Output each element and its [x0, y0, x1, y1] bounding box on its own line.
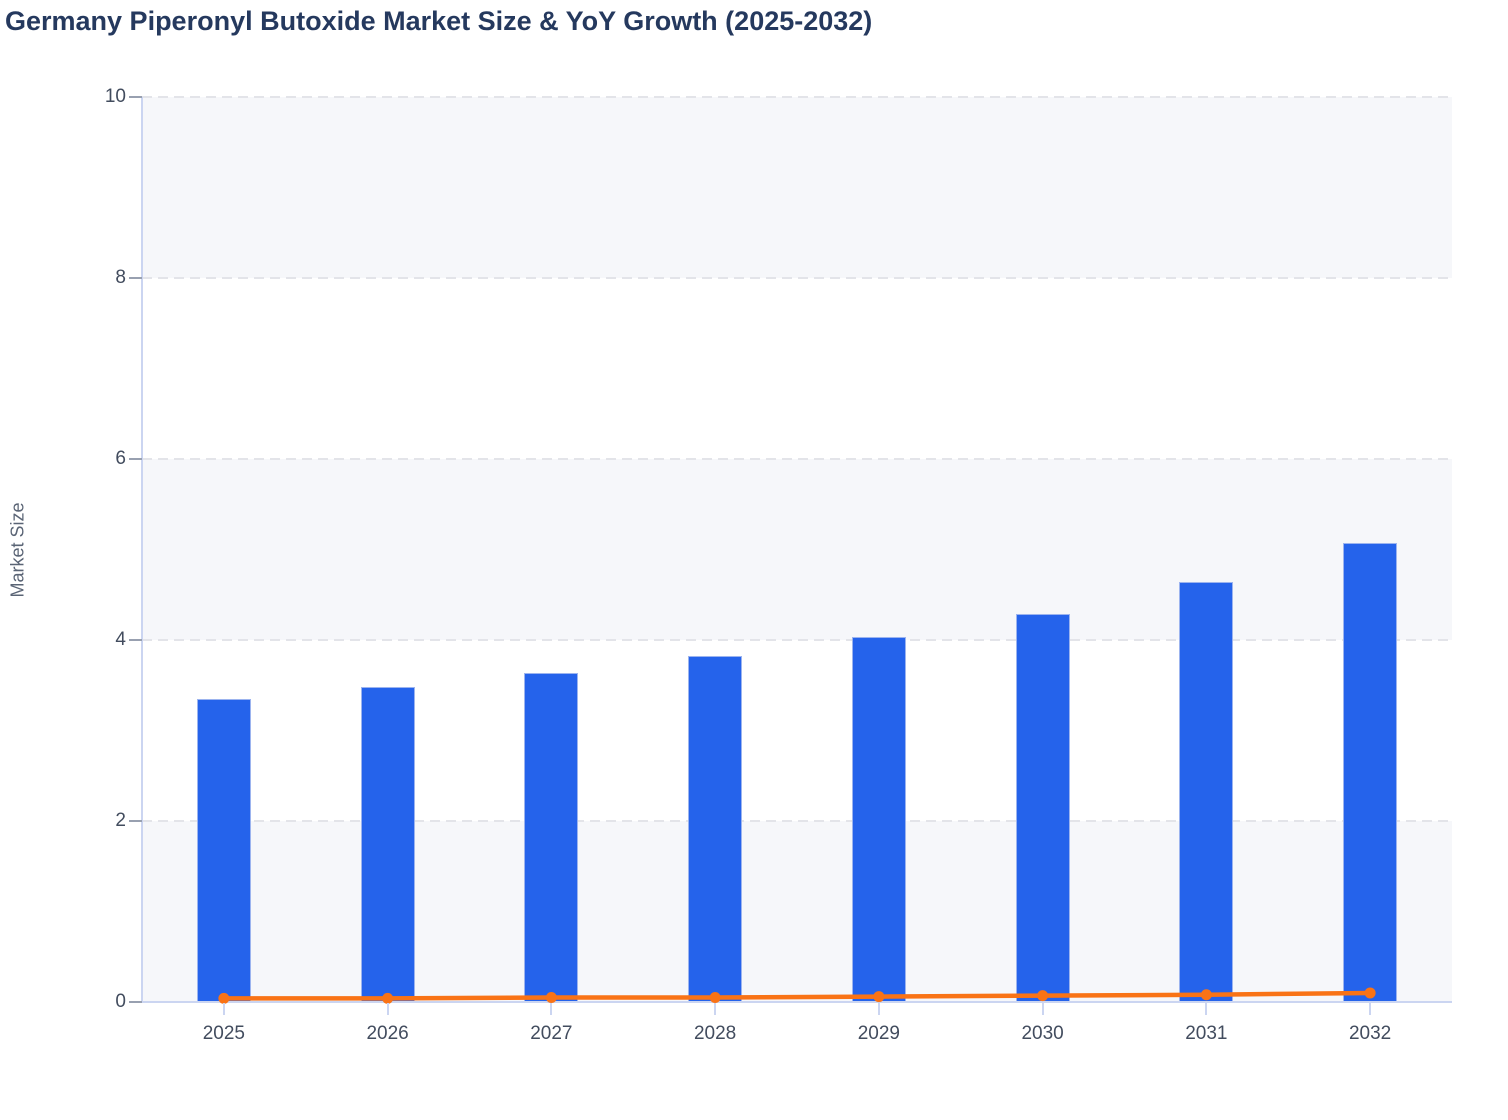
gridline-y-8 — [142, 277, 1452, 279]
y-tick-mark-4 — [129, 639, 142, 641]
x-tick-label-2025: 2025 — [202, 1023, 246, 1044]
chart-title: Germany Piperonyl Butoxide Market Size &… — [5, 6, 873, 36]
bar-2025 — [196, 698, 251, 1002]
bar-2031 — [1179, 582, 1234, 1002]
x-tick-mark-2025 — [222, 1003, 225, 1015]
gridline-y-10 — [142, 96, 1452, 98]
gridline-y-4 — [142, 639, 1452, 641]
plot-band — [142, 821, 1452, 1002]
y-tick-label-6: 6 — [115, 448, 126, 469]
bar-2026 — [360, 687, 415, 1002]
y-axis-title: Market Size — [7, 502, 28, 598]
line-point-2029 — [873, 991, 885, 1003]
y-tick-label-10: 10 — [104, 86, 126, 107]
x-tick-mark-2028 — [714, 1003, 717, 1015]
bar-2028 — [688, 656, 743, 1002]
x-tick-mark-2029 — [877, 1003, 880, 1015]
x-tick-label-2028: 2028 — [693, 1023, 737, 1044]
x-tick-mark-2026 — [386, 1003, 389, 1015]
x-tick-mark-2031 — [1205, 1003, 1208, 1015]
line-point-2030 — [1037, 990, 1049, 1002]
y-tick-mark-6 — [129, 458, 142, 460]
y-tick-label-4: 4 — [115, 629, 126, 650]
line-point-2026 — [382, 992, 394, 1004]
line-point-2031 — [1200, 989, 1212, 1001]
y-axis-line — [141, 97, 143, 1002]
yoy-growth-line-layer — [218, 987, 1376, 1004]
y-tick-mark-8 — [129, 277, 142, 279]
line-point-2025 — [218, 992, 230, 1004]
yoy-growth-line — [221, 990, 1373, 1001]
x-tick-label-2027: 2027 — [530, 1023, 573, 1044]
x-tick-mark-2030 — [1041, 1003, 1044, 1015]
plot-band — [142, 459, 1452, 640]
x-tick-label-2026: 2026 — [366, 1023, 409, 1044]
y-tick-label-8: 8 — [115, 267, 126, 288]
x-tick-mark-2027 — [550, 1003, 553, 1015]
line-point-2028 — [709, 991, 721, 1003]
x-tick-label-2030: 2030 — [1021, 1023, 1064, 1044]
y-tick-mark-0 — [129, 1001, 142, 1003]
x-axis-line — [142, 1001, 1452, 1003]
y-tick-mark-10 — [129, 96, 142, 98]
bar-2030 — [1015, 613, 1070, 1002]
y-tick-label-2: 2 — [115, 810, 126, 831]
x-tick-mark-2032 — [1369, 1003, 1372, 1015]
line-point-2032 — [1364, 987, 1376, 999]
bar-2027 — [524, 673, 579, 1002]
y-tick-mark-2 — [129, 820, 142, 822]
gridline-y-2 — [142, 820, 1452, 822]
x-tick-label-2031: 2031 — [1185, 1023, 1228, 1044]
plot-area — [141, 96, 1452, 1004]
x-tick-label-2032: 2032 — [1348, 1023, 1392, 1044]
plot-band — [142, 97, 1452, 278]
x-tick-label-2029: 2029 — [857, 1023, 901, 1044]
bar-2032 — [1343, 543, 1398, 1002]
y-tick-label-0: 0 — [115, 991, 126, 1012]
gridline-y-6 — [142, 458, 1452, 460]
bar-2029 — [851, 637, 906, 1002]
line-point-2027 — [545, 991, 557, 1003]
